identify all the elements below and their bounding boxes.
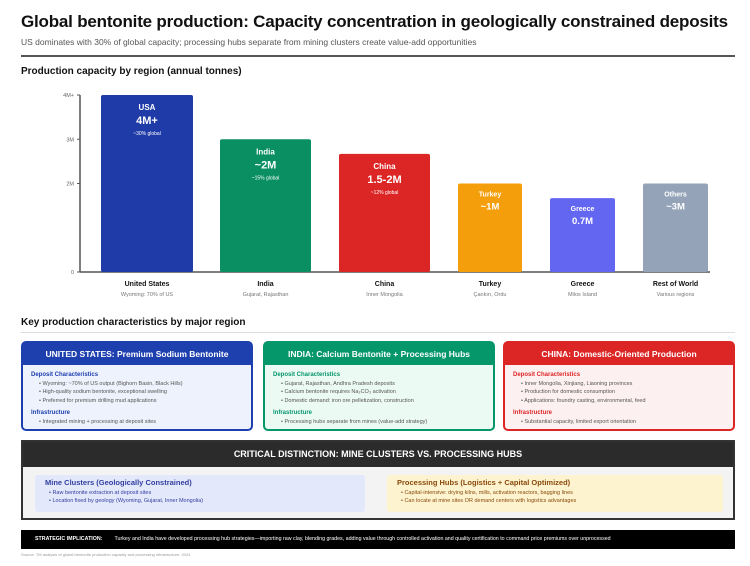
bar-name-label: China: [373, 162, 396, 171]
y-tick-label: 2M: [66, 182, 74, 188]
list-item: • Inner Mongolia, Xinjiang, Liaoning pro…: [521, 380, 633, 387]
source-note: Source: TM analysis of global bentonite …: [21, 552, 191, 557]
strategic-label: STRATEGIC IMPLICATION:: [35, 535, 103, 542]
divider: [21, 55, 735, 57]
bar-name-label: USA: [139, 103, 156, 112]
bar-value-label: 1.5-2M: [367, 174, 401, 186]
x-sublabel: Wyoming: 70% of US: [121, 292, 174, 298]
bar-value-label: ~3M: [666, 202, 685, 213]
list-item: • Calcium bentonite requires Na₂CO₃ acti…: [281, 389, 396, 396]
list-item: • Domestic demand: iron ore pelletizatio…: [281, 397, 414, 404]
bar-india: [220, 139, 311, 272]
list-item: • Gujarat, Rajasthan, Andhra Pradesh dep…: [281, 380, 395, 387]
card-title: CHINA: Domestic-Oriented Production: [505, 343, 733, 365]
list-item: • Production for domestic consumption: [521, 389, 615, 396]
region-card: INDIA: Calcium Bentonite + Processing Hu…: [263, 341, 495, 431]
bar-value-label: 0.7M: [572, 216, 593, 227]
x-sublabel: Various regions: [657, 292, 695, 298]
bar-rest-of-world: [643, 183, 708, 272]
deposit-label: Deposit Characteristics: [31, 372, 99, 378]
card-title: INDIA: Calcium Bentonite + Processing Hu…: [265, 343, 493, 365]
bar-chart: 0 2M 3M 4M+ USA 4M+ ~30% global United States Wy…: [63, 93, 710, 298]
bar-greece: [550, 198, 615, 272]
mine-clusters-panel: Mine Clusters (Geologically Constrained)…: [35, 475, 365, 512]
card-title: UNITED STATES: Premium Sodium Bentonite: [23, 343, 251, 365]
strategic-text: Turkey and India have developed processi…: [114, 535, 611, 542]
region-card: UNITED STATES: Premium Sodium Bentonite D…: [21, 341, 253, 431]
deposit-label: Deposit Characteristics: [513, 372, 581, 378]
list-item: • Raw bentonite extraction at deposit si…: [49, 490, 152, 496]
bar-share-label: ~12% global: [371, 190, 399, 196]
critical-distinction-box: CRITICAL DISTINCTION: MINE CLUSTERS VS. …: [21, 440, 735, 520]
x-sublabel: Çankırı, Ordu: [473, 292, 506, 298]
processing-hubs-panel: Processing Hubs (Logistics + Capital Opt…: [387, 475, 723, 512]
bar-name-label: Turkey: [479, 192, 502, 199]
list-item: • High-quality sodium bentonite, excepti…: [39, 389, 167, 396]
list-item: • Capital-intensive: drying kilns, mills…: [401, 490, 573, 496]
divider: [21, 332, 735, 333]
bar-china: [339, 153, 430, 272]
bar-value-label: 4M+: [136, 115, 158, 127]
bar-turkey: [458, 183, 522, 272]
x-category-label: India: [257, 281, 273, 288]
x-sublabel: Inner Mongolia: [366, 292, 403, 298]
page-subtitle: US dominates with 30% of global capacity…: [21, 37, 477, 47]
bar-united-states: [101, 95, 193, 272]
region-card: CHINA: Domestic-Oriented Production Depos…: [503, 341, 735, 431]
y-tick-label: 4M+: [63, 93, 74, 99]
critical-title: CRITICAL DISTINCTION: MINE CLUSTERS VS. …: [23, 442, 733, 467]
infrastructure-label: Infrastructure: [273, 410, 313, 417]
x-category-label: United States: [125, 281, 170, 288]
chart-title: Production capacity by region (annual to…: [21, 66, 242, 77]
list-item: • Can locate at mine sites OR demand cen…: [401, 498, 577, 504]
strategic-implication-bar: STRATEGIC IMPLICATION: Turkey and India h…: [21, 530, 735, 549]
x-sublabel: Gujarat, Rajasthan: [243, 292, 289, 298]
x-sublabel: Milos Island: [568, 292, 597, 298]
bar-value-label: ~1M: [481, 202, 500, 213]
x-category-label: China: [375, 281, 395, 288]
bar-name-label: Others: [664, 192, 687, 199]
bar-value-label: ~2M: [255, 159, 277, 171]
infrastructure-label: Infrastructure: [31, 410, 71, 417]
list-item: • Applications: foundry casting, environ…: [521, 397, 646, 404]
list-item: • Substantial capacity, limited export o…: [521, 418, 636, 425]
processing-hubs-title: Processing Hubs (Logistics + Capital Opt…: [397, 478, 571, 487]
y-tick-label: 0: [71, 270, 74, 276]
bar-name-label: Greece: [571, 206, 595, 213]
bar-share-label: ~15% global: [252, 175, 280, 181]
list-item: • Integrated mining + processing at depo…: [39, 418, 157, 425]
mine-clusters-title: Mine Clusters (Geologically Constrained): [45, 478, 192, 487]
x-category-label: Greece: [571, 281, 595, 288]
list-item: • Wyoming: ~70% of US output (Bighorn Ba…: [39, 380, 183, 387]
x-category-label: Turkey: [479, 281, 502, 288]
infrastructure-label: Infrastructure: [513, 410, 553, 417]
list-item: • Processing hubs separate from mines (v…: [281, 418, 428, 425]
list-item: • Location fixed by geology (Wyoming, Gu…: [49, 498, 204, 504]
list-item: • Preferred for premium drilling mud app…: [39, 397, 157, 404]
deposit-label: Deposit Characteristics: [273, 372, 341, 378]
y-tick-label: 3M: [66, 137, 74, 143]
section-title: Key production characteristics by major …: [21, 317, 246, 328]
bar-name-label: India: [256, 147, 275, 156]
x-category-label: Rest of World: [653, 281, 698, 288]
page-title: Global bentonite production: Capacity co…: [21, 12, 728, 31]
bar-share-label: ~30% global: [133, 131, 161, 137]
